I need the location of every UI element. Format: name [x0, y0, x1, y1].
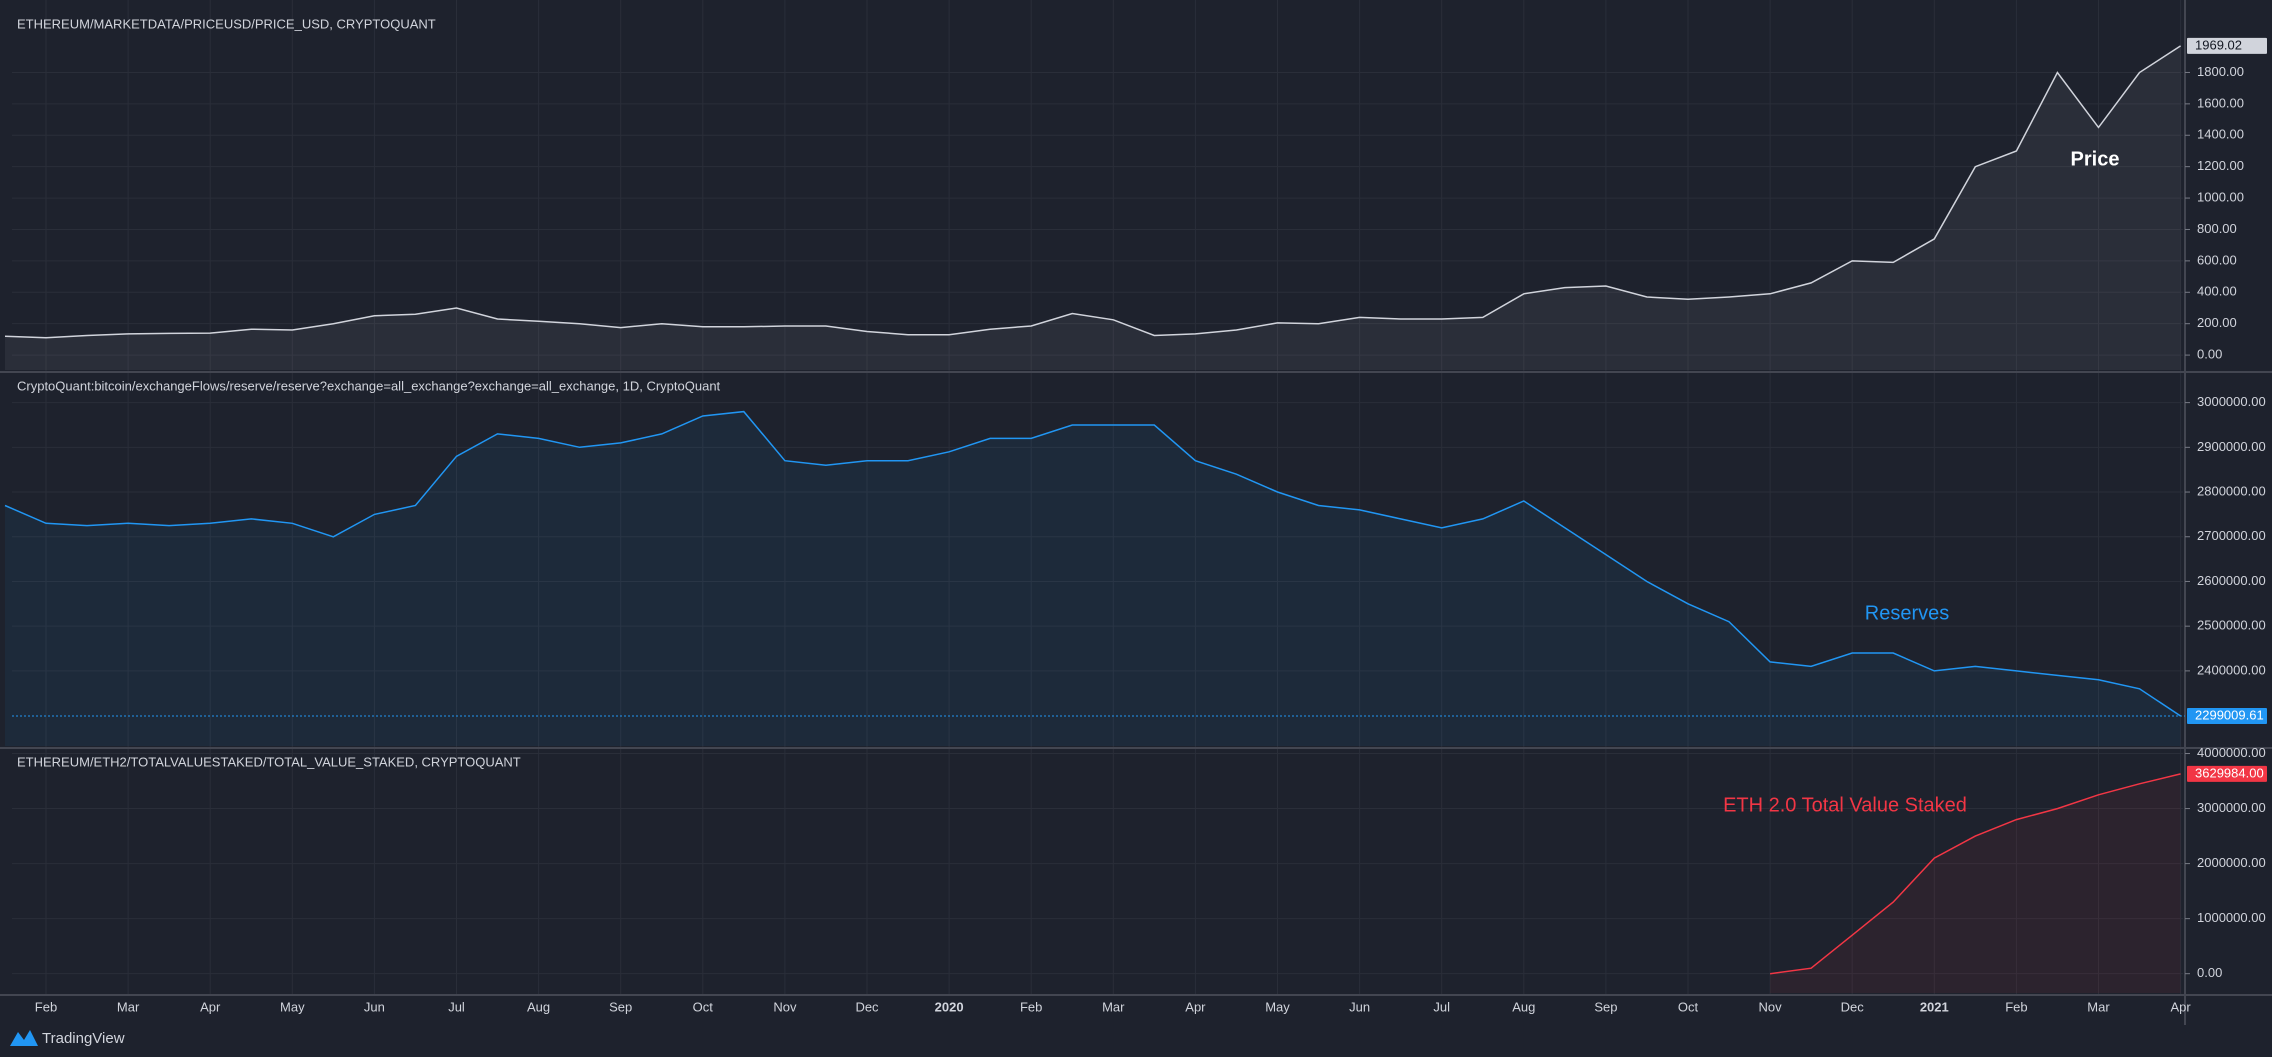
- x-tick-label: Dec: [1841, 999, 1865, 1014]
- annotation: Reserves: [1865, 602, 1949, 624]
- x-tick-label: Dec: [855, 999, 879, 1014]
- y-tick-label: 1800.00: [2197, 64, 2244, 79]
- y-tick-label: 0.00: [2197, 965, 2222, 980]
- y-tick-label: 1000.00: [2197, 190, 2244, 205]
- last-value-label: 1969.02: [2195, 37, 2242, 52]
- x-tick-label: Jun: [1349, 999, 1370, 1014]
- vertical-grid: [45, 0, 2182, 995]
- last-value-badge: [2187, 765, 2267, 782]
- x-tick-label: Apr: [1185, 999, 1206, 1014]
- line: [1770, 773, 2181, 975]
- y-tick-label: 2800000.00: [2197, 483, 2266, 498]
- annotation: Price: [2071, 148, 2120, 170]
- y-tick-label: 1600.00: [2197, 95, 2244, 110]
- x-tick-label: Oct: [1678, 999, 1699, 1014]
- x-tick-label: Jul: [1433, 999, 1450, 1014]
- line: [4, 410, 2182, 717]
- pane-title: ETHEREUM/MARKETDATA/PRICEUSD/PRICE_USD, …: [17, 16, 436, 31]
- x-tick-label: May: [280, 999, 305, 1014]
- x-tick-label: 2021: [1920, 999, 1949, 1014]
- y-tick-label: 2900000.00: [2197, 439, 2266, 454]
- last-value-badge: [2187, 37, 2267, 54]
- x-tick-label: Aug: [527, 999, 550, 1014]
- brand-name: TradingView: [42, 1030, 125, 1047]
- pane-title: ETHEREUM/ETH2/TOTALVALUESTAKED/TOTAL_VAL…: [17, 754, 521, 769]
- y-tick-label: 2000000.00: [2197, 855, 2266, 870]
- x-tick-label: Sep: [609, 999, 632, 1014]
- x-tick-label: Feb: [2005, 999, 2027, 1014]
- y-tick-label: 1400.00: [2197, 127, 2244, 142]
- x-tick-label: Apr: [200, 999, 221, 1014]
- x-tick-label: Aug: [1512, 999, 1535, 1014]
- y-tick-label: 400.00: [2197, 284, 2237, 299]
- y-tick-label: 2400000.00: [2197, 662, 2266, 677]
- x-tick-label: May: [1265, 999, 1290, 1014]
- x-tick-label: Mar: [1102, 999, 1125, 1014]
- last-value-label: 3629984.00: [2195, 765, 2264, 780]
- y-tick-label: 0.00: [2197, 347, 2222, 362]
- area: [1770, 773, 2181, 993]
- y-tick-label: 600.00: [2197, 252, 2237, 267]
- pane-title: CryptoQuant:bitcoin/exchangeFlows/reserv…: [17, 378, 721, 393]
- x-tick-label: Jun: [364, 999, 385, 1014]
- x-tick-label: 2020: [935, 999, 964, 1014]
- x-tick-label: Sep: [1594, 999, 1617, 1014]
- y-tick-label: 1200.00: [2197, 158, 2244, 173]
- x-tick-label: Apr: [2170, 999, 2191, 1014]
- annotation: ETH 2.0 Total Value Staked: [1723, 794, 1967, 816]
- x-tick-label: Feb: [1020, 999, 1042, 1014]
- logo-icon: [10, 1030, 38, 1046]
- y-tick-label: 1000000.00: [2197, 910, 2266, 925]
- last-value-label: 2299009.61: [2195, 707, 2264, 722]
- x-tick-label: Nov: [773, 999, 797, 1014]
- y-tick-label: 3000000.00: [2197, 394, 2266, 409]
- y-tick-label: 2700000.00: [2197, 528, 2266, 543]
- x-tick-label: Oct: [693, 999, 714, 1014]
- y-tick-label: 2600000.00: [2197, 573, 2266, 588]
- y-tick-label: 3000000.00: [2197, 800, 2266, 815]
- y-tick-label: 800.00: [2197, 221, 2237, 236]
- area: [5, 45, 2181, 371]
- x-tick-label: Mar: [2087, 999, 2110, 1014]
- area: [5, 411, 2181, 746]
- x-tick-label: Feb: [35, 999, 57, 1014]
- y-tick-label: 4000000.00: [2197, 745, 2266, 760]
- line: [4, 45, 2182, 339]
- y-tick-label: 2500000.00: [2197, 618, 2266, 633]
- last-value-badge: [2187, 708, 2267, 725]
- x-tick-label: Jul: [448, 999, 465, 1014]
- x-tick-label: Nov: [1759, 999, 1783, 1014]
- brand-logo[interactable]: TradingView: [10, 1030, 125, 1047]
- y-tick-label: 200.00: [2197, 315, 2237, 330]
- x-tick-label: Mar: [117, 999, 140, 1014]
